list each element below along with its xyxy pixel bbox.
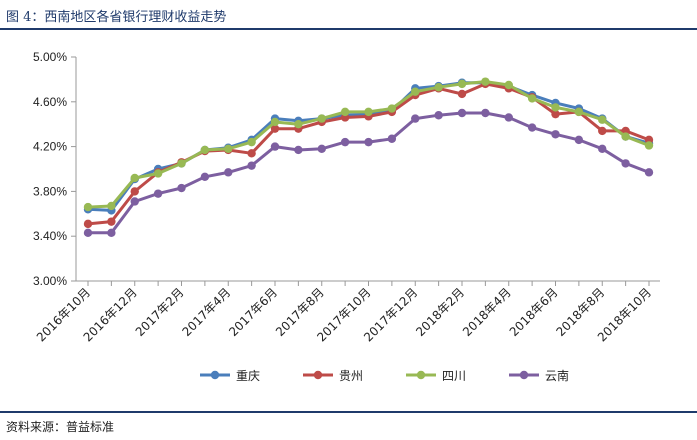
x-tick-label: 2018年2月 [413,285,467,339]
data-point-yunnan [434,111,443,120]
x-tick-label: 2017年2月 [133,285,187,339]
data-point-sichuan [551,103,560,112]
x-tick-label: 2018年6月 [507,285,561,339]
bottom-rule [0,411,697,413]
data-point-sichuan [340,107,350,117]
data-point-guizhou [83,219,93,229]
data-point-sichuan [107,201,116,211]
data-point-yunnan [364,137,373,147]
data-point-guizhou [270,124,280,133]
data-point-yunnan [224,168,233,177]
y-tick-label: 3.40% [33,229,67,243]
data-point-sichuan [411,87,420,96]
data-point-sichuan [574,107,584,117]
line-chart: 3.00% 3.40% 3.80% 4.20% 4.60% 5.00% 2016年10月2… [33,50,660,383]
legend-marker-chongqing [210,370,220,380]
legend-label-sichuan: 四川 [442,369,466,383]
legend-marker-guizhou [313,370,323,380]
data-point-sichuan [481,77,490,86]
data-point-yunnan [130,197,139,206]
data-point-yunnan [457,108,467,118]
data-point-yunnan [247,161,256,170]
data-point-sichuan [177,159,186,168]
data-source: 资料来源：普益标准 [6,420,115,434]
x-tick-label: 2018年4月 [460,285,514,339]
data-point-yunnan [644,168,654,177]
data-point-yunnan [411,114,420,123]
y-tick-label: 4.60% [33,95,67,109]
data-point-sichuan [200,145,210,155]
data-point-yunnan [481,108,490,118]
legend-label-guizhou: 贵州 [339,369,363,383]
data-point-guizhou [457,89,467,99]
x-tick-labels: 2016年10月2016年12月2017年2月2017年4月2017年6月201… [34,285,654,344]
y-tick-labels: 3.00% 3.40% 3.80% 4.20% 4.60% 5.00% [33,50,67,288]
data-point-sichuan [294,120,303,129]
data-point-sichuan [644,141,654,150]
series-lines [83,77,654,238]
data-point-yunnan [200,172,210,182]
data-point-yunnan [621,159,630,168]
data-point-sichuan [247,137,256,147]
data-point-sichuan [317,114,326,123]
figure-caption: 图 4：西南地区各省银行理财收益走势 [6,10,227,25]
data-point-yunnan [504,113,513,122]
y-tick-label: 4.20% [33,140,67,154]
data-point-sichuan [504,80,513,90]
data-point-guizhou [598,126,607,136]
y-tick-label: 5.00% [33,50,67,64]
data-point-sichuan [83,202,93,212]
data-point-guizhou [247,149,256,158]
y-tick-label: 3.80% [33,184,67,198]
data-point-yunnan [177,183,186,193]
data-point-yunnan [153,189,163,198]
data-point-yunnan [317,144,326,154]
data-point-sichuan [434,83,443,92]
legend-marker-yunnan [519,370,529,380]
data-point-yunnan [527,123,537,132]
data-point-sichuan [224,144,233,154]
data-point-sichuan [364,107,373,117]
data-point-yunnan [270,142,280,151]
legend-label-yunnan: 云南 [545,368,569,383]
legend-marker-sichuan [416,370,426,380]
data-point-yunnan [340,137,350,147]
chart-legend: 重庆 贵州 四川 云南 [200,368,569,383]
data-point-yunnan [551,130,560,139]
series-line-yunnan [88,111,650,235]
data-point-sichuan [387,104,397,113]
data-point-guizhou [130,187,139,196]
data-point-sichuan [153,169,163,178]
data-point-sichuan [457,79,467,89]
x-tick-label: 2017年6月 [226,285,280,339]
data-point-yunnan [83,228,93,238]
y-tick-label: 3.00% [33,274,67,288]
top-rule [0,28,697,30]
data-point-sichuan [598,115,607,124]
data-point-yunnan [107,228,116,238]
x-tick-label: 2017年4月 [179,285,233,339]
data-point-yunnan [294,145,303,155]
data-point-yunnan [598,144,607,154]
legend-label-chongqing: 重庆 [236,369,260,383]
data-point-sichuan [621,132,630,141]
data-point-sichuan [527,94,537,103]
data-point-yunnan [574,135,584,145]
chart-axes [71,56,660,286]
data-point-guizhou [551,109,560,119]
data-point-sichuan [270,117,280,127]
data-point-yunnan [387,134,397,143]
data-point-sichuan [130,173,139,183]
data-point-guizhou [107,217,116,226]
